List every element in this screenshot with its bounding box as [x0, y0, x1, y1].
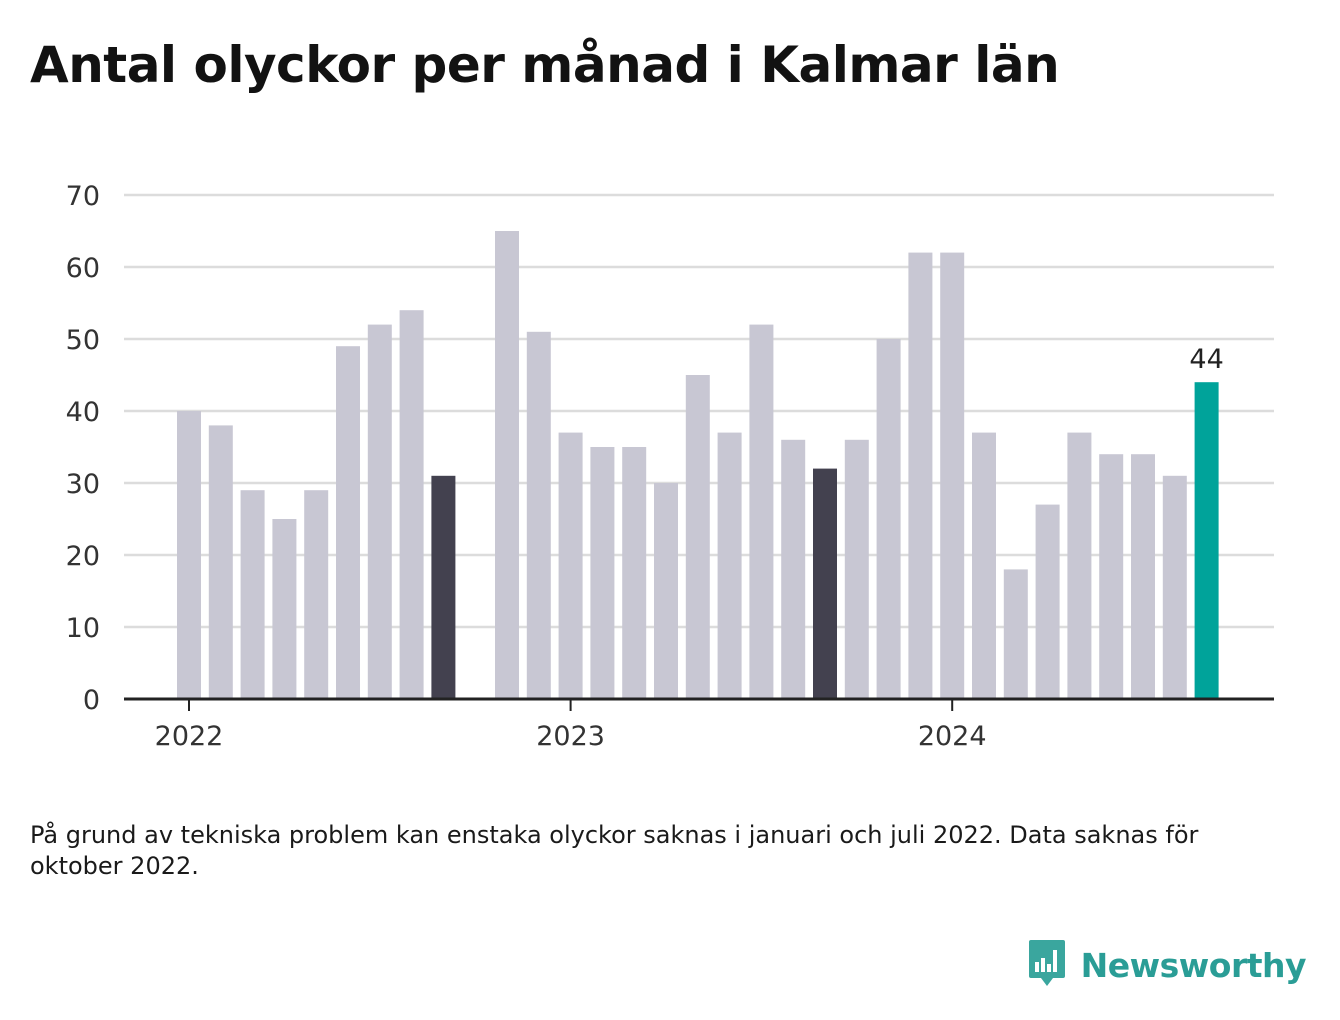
bar-2022-01 [177, 411, 201, 699]
y-tick-label: 0 [83, 685, 100, 716]
bar-2024-03 [1003, 569, 1028, 699]
bar-2022-02 [208, 425, 233, 699]
x-tick-label: 2022 [155, 721, 224, 752]
bars [177, 231, 1219, 699]
bar-2022-05 [304, 490, 329, 699]
data-label: 44 [1189, 344, 1223, 375]
bar-2023-01 [558, 432, 583, 699]
bar-2022-08 [399, 310, 424, 699]
y-tick-label: 40 [66, 397, 100, 428]
y-tick-label: 30 [66, 469, 100, 500]
y-tick-label: 20 [66, 541, 100, 572]
bar-2023-07 [749, 324, 774, 699]
bar-2022-07 [367, 324, 392, 699]
bar-2024-04 [1035, 504, 1060, 699]
bar-2022-09 [431, 475, 456, 699]
bar-2024-09 [1194, 382, 1219, 699]
bar-2023-02 [590, 447, 615, 699]
y-axis-ticks: 0 10 20 30 40 50 60 70 [66, 181, 100, 716]
bar-chart: 0 10 20 30 40 50 60 70 2022 2023 2024 44 [66, 181, 1274, 752]
bar-2023-03 [622, 447, 647, 699]
bar-2024-02 [972, 432, 996, 699]
bar-chart-speech-bubble-icon [1027, 938, 1067, 992]
bar-2023-11 [876, 339, 901, 699]
bar-2024-07 [1131, 454, 1155, 699]
y-tick-label: 10 [66, 613, 100, 644]
y-tick-label: 60 [66, 253, 100, 284]
bar-2023-12 [908, 252, 933, 699]
bar-2024-08 [1162, 475, 1187, 699]
brand-logo[interactable]: Newsworthy [1027, 938, 1307, 992]
bar-2022-04 [272, 519, 297, 699]
bar-2022-03 [240, 490, 265, 699]
chart-title: Antal olyckor per månad i Kalmar län [30, 36, 1060, 94]
bar-2022-06 [336, 346, 360, 699]
bar-2023-09 [813, 468, 837, 699]
bar-2024-06 [1099, 454, 1124, 699]
bar-2024-01 [940, 252, 965, 699]
bar-2023-08 [781, 439, 806, 699]
bar-2024-05 [1067, 432, 1092, 699]
y-tick-label: 50 [66, 325, 100, 356]
bar-2023-10 [844, 439, 869, 699]
bar-2023-06 [717, 432, 742, 699]
bar-2023-05 [685, 375, 710, 699]
x-tick-label: 2023 [536, 721, 605, 752]
data-labels: 44 [1189, 344, 1223, 375]
y-tick-label: 70 [66, 181, 100, 212]
bar-2023-04 [654, 483, 678, 699]
brand-name: Newsworthy [1080, 945, 1307, 985]
footnote: På grund av tekniska problem kan enstaka… [30, 821, 1199, 880]
bar-2022-11 [495, 231, 519, 699]
x-tick-label: 2024 [918, 721, 987, 752]
x-axis-ticks: 2022 2023 2024 [155, 699, 987, 752]
bar-2022-12 [526, 331, 551, 699]
